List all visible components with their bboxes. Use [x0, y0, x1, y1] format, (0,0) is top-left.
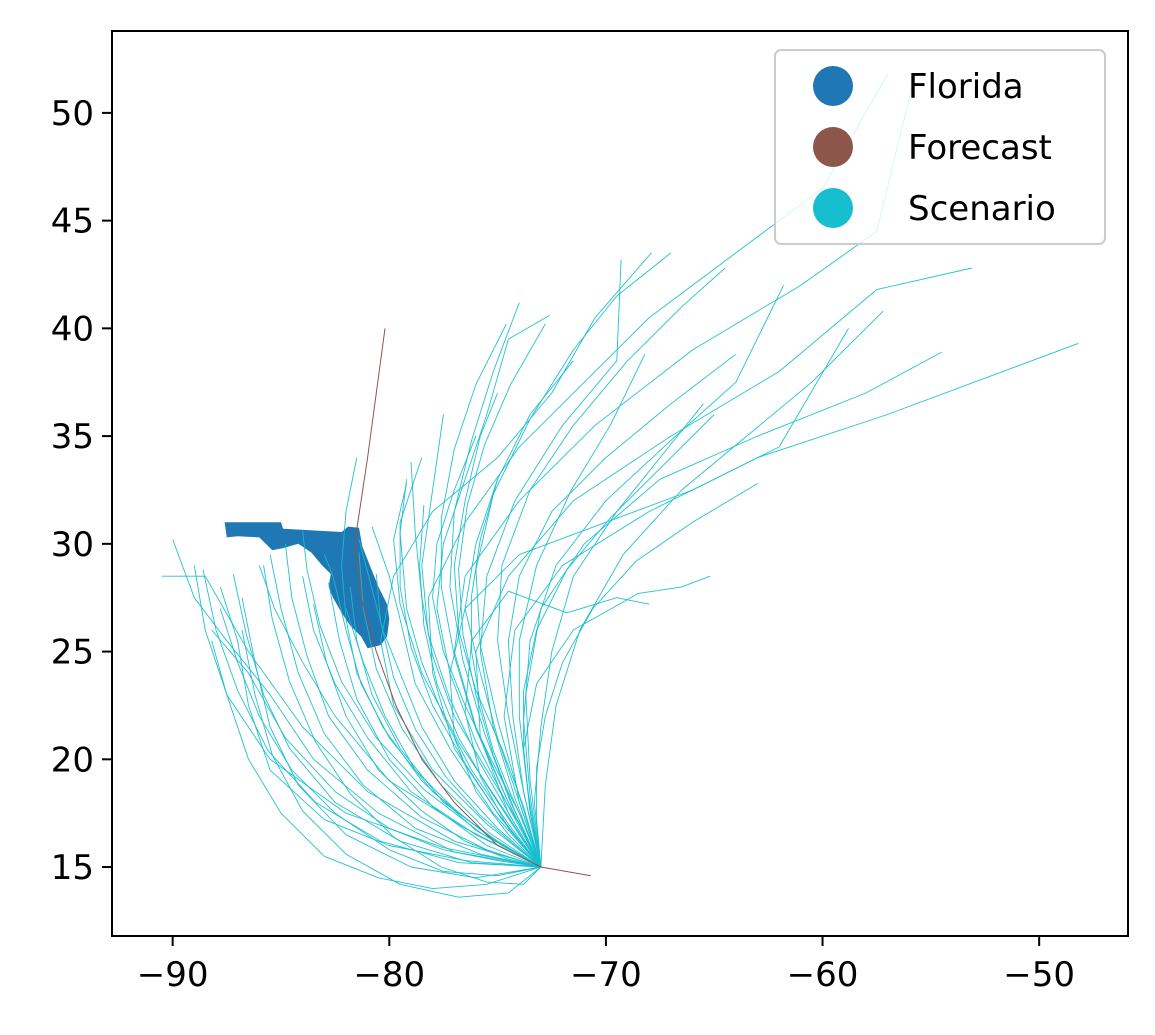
legend-marker-scenario [813, 188, 853, 228]
y-tick-label: 15 [51, 848, 94, 888]
y-tick-label: 45 [51, 202, 94, 242]
scenario-track-53 [241, 629, 542, 898]
y-tick-label: 35 [51, 417, 94, 457]
scenario-track-40 [393, 483, 542, 868]
x-tick-label: −60 [787, 955, 859, 995]
x-tick-label: −80 [353, 955, 425, 995]
scenario-track-30 [269, 554, 541, 868]
legend-label-florida: Florida [908, 67, 1024, 107]
scenario-track-24 [436, 315, 550, 868]
legend-marker-florida [813, 66, 853, 106]
y-tick-label: 20 [51, 740, 94, 780]
scenario-track-16 [341, 457, 542, 868]
scenario-track-14 [427, 73, 888, 868]
y-tick-label: 50 [51, 94, 94, 134]
scenario-track-37 [523, 285, 785, 868]
scenario-track-13 [453, 80, 914, 868]
scenario-track-25 [479, 259, 622, 868]
scenario-track-6 [399, 479, 542, 868]
scenario-track-55 [375, 573, 542, 868]
scenario-track-58 [440, 323, 542, 868]
scenario-track-18 [219, 586, 541, 868]
scenario-track-11 [503, 342, 1079, 868]
legend-marker-forecast [813, 127, 853, 167]
legend: Florida Forecast Scenario [774, 49, 1106, 245]
scenario-track-17 [193, 565, 541, 868]
scenario-track-46 [419, 504, 542, 868]
scenario-track-59 [302, 530, 542, 868]
florida-shape [224, 522, 390, 649]
scenario-track-10 [525, 351, 942, 868]
x-tick-label: −90 [137, 955, 209, 995]
scenario-track-7 [432, 435, 542, 868]
scenario-track-26 [449, 328, 849, 868]
scenario-track-57 [458, 323, 546, 868]
y-tick-label: 30 [51, 525, 94, 565]
scenario-track-9 [507, 353, 737, 868]
scenario-track-23 [371, 526, 542, 868]
scenario-track-29 [211, 629, 541, 868]
scenario-track-41 [328, 582, 542, 868]
legend-label-forecast: Forecast [908, 128, 1052, 168]
x-tick-label: −70 [570, 955, 642, 995]
axes-frame [111, 30, 1129, 937]
scenario-track-54 [263, 565, 542, 885]
scenario-track-39 [475, 252, 672, 868]
scenario-track-43 [219, 608, 541, 877]
forecast-track [354, 328, 591, 877]
scenario-track-33 [421, 414, 542, 868]
scenario-track-50 [449, 302, 542, 868]
scenario-track-45 [232, 573, 541, 868]
legend-box [774, 49, 1106, 245]
scenario-track-35 [533, 403, 704, 868]
scenario-track-19 [284, 543, 542, 868]
scenario-track-38 [497, 267, 726, 868]
scenario-track-36 [540, 310, 884, 868]
y-tick-label: 40 [51, 309, 94, 349]
scenario-track-56 [471, 479, 542, 868]
scenario-track-12 [475, 267, 973, 868]
scenario-track-51 [358, 552, 542, 868]
scenario-track-2 [258, 565, 542, 868]
scenario-track-34 [399, 457, 542, 868]
scenario-track-3 [302, 576, 542, 868]
scenario-track-52 [202, 569, 541, 868]
y-tick-label: 25 [51, 633, 94, 673]
scenario-track-42 [211, 640, 542, 890]
x-tick-label: −50 [1003, 955, 1075, 995]
scenario-track-47 [536, 483, 758, 868]
scenario-track-44 [313, 604, 542, 868]
scenario-track-15 [380, 252, 652, 868]
x-axis: −90 −80 −70 −60 −50 [137, 936, 1075, 995]
scenario-track-49 [518, 354, 646, 868]
scenario-track-1 [172, 539, 541, 868]
scenario-track-21 [345, 608, 542, 868]
scenario-track-0 [161, 575, 542, 868]
plot-area [161, 73, 1079, 898]
scenario-track-31 [410, 461, 542, 868]
y-axis: 15 20 25 30 35 40 45 50 [51, 94, 112, 888]
legend-label-scenario: Scenario [908, 189, 1056, 229]
